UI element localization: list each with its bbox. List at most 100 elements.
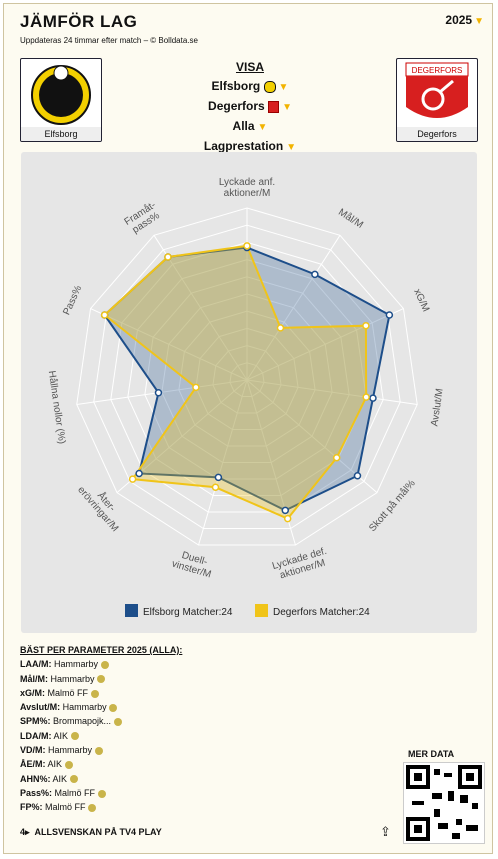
visa-team2: Degerfors [208,99,265,113]
grid-ring [229,362,265,398]
degerfors-logo-text: DEGERFORS [412,66,463,75]
tv4-logo-icon: 4▸ [20,827,30,837]
share-icon[interactable]: ⇪ [380,824,391,839]
data-point [154,388,163,397]
grid-ring [144,276,350,480]
grid-ring [161,293,333,464]
best-item-label: Pass%: [20,787,53,798]
data-point [362,321,370,330]
data-point [164,253,172,261]
best-item-team: Hammarby [51,659,101,670]
data-point [128,475,137,483]
visa-team1-selector[interactable]: Elfsborg ▼ [150,77,350,97]
best-heading: BÄST PER PARAMETER 2025 (ALLA): [20,645,183,655]
series-area [103,244,368,520]
chevron-down-icon: ▼ [282,102,292,113]
qr-code[interactable] [403,762,485,844]
data-point [211,483,220,492]
best-item-team: Malmö FF [45,687,91,698]
data-point [281,506,290,515]
data-point [243,242,251,250]
best-item: FP%: Malmö FF [20,800,182,814]
team-badge-icon [109,703,118,712]
page-title: JÄMFÖR LAG [20,12,138,31]
footer-link[interactable]: 4▸ ALLSVENSKAN PÅ TV4 PLAY [20,827,162,838]
data-point [100,311,109,319]
axis-label: Lyckade def.aktioner/M [271,546,331,583]
team-badge-icon [100,660,109,669]
best-item-team: Hammarby [45,745,95,756]
degerfors-badge-icon [268,100,280,113]
radar-chart: Lyckade anf. aktioner/M Mål/M xG/M Avslut/M S… [46,177,446,618]
team-badge-icon [64,761,73,769]
data-point [276,324,285,332]
page-subtitle: Uppdateras 24 timmar efter match – © Bol… [20,36,198,45]
team-card-right[interactable]: DEGERFORS Degerfors [396,58,478,142]
data-point [311,270,319,279]
axis-label: Duell-vinster/M [170,548,215,581]
data-point [192,383,200,392]
axis-label: Pass% [61,284,84,317]
team-card-left[interactable]: Elfsborg [20,58,102,142]
grid-spoke [246,379,418,405]
best-item-label: AHN%: [20,773,51,784]
data-point [214,473,223,482]
axis-label: Hållna nollor (%) [46,370,68,445]
best-item: AHN%: AIK [20,772,182,786]
grid-ring [127,259,367,497]
best-item-team: Malmö FF [52,787,98,798]
best-item: Avslut/M: Hammarby [20,700,182,714]
axis-label: Mål/M [336,206,365,231]
chevron-down-icon: ▼ [278,82,289,93]
team-name-left: Elfsborg [21,127,101,141]
data-point [135,469,143,478]
grid-ring [178,310,316,447]
data-point [369,394,377,402]
best-item: LDA/M: AIK [20,729,182,743]
axis-label: Skott på mål% [366,477,417,534]
best-list: BÄST PER PARAMETER 2025 (ALLA): LAA/M: H… [20,643,182,815]
best-item-team: AIK [51,730,71,741]
grid-spoke [246,235,341,381]
best-item-team: Brommapojk... [50,716,114,727]
legend-label: Degerfors Matcher:24 [273,607,370,618]
best-items: LAA/M: Hammarby Mål/M: Hammarby xG/M: Ma… [20,657,182,814]
visa-mode-selector[interactable]: Lagprestation ▼ [150,137,350,157]
best-item-team: AIK [50,773,70,784]
year-selector[interactable]: 2025 ▼ [445,13,484,27]
best-item-team: Hammarby [60,702,110,713]
grid-ring [110,241,384,513]
data-point [283,514,292,523]
team-badge-icon [70,732,79,741]
visa-team2-selector[interactable]: Degerfors ▼ [150,97,350,117]
team-badge-icon [69,775,78,784]
best-item-label: LAA/M: [20,659,52,670]
more-data-label: MER DATA [408,749,455,759]
grid-ring [76,207,418,546]
chart-area: Lyckade anf. aktioner/M Mål/M xG/M Avslut/M S… [21,152,477,633]
grid-spoke [198,379,248,546]
best-item-label: ÅE/M: [20,759,46,770]
best-item: ÅE/M: AIK [20,757,182,771]
best-item-label: LDA/M: [20,730,52,741]
data-point [332,453,341,462]
team-badge-icon [113,718,122,727]
grid-ring [212,345,282,414]
best-item-team: Hammarby [48,673,98,684]
data-point [362,393,370,401]
grid-ring [195,327,299,431]
best-item-label: xG/M: [20,687,46,698]
year-value: 2025 [445,13,473,27]
visa-filter-selector[interactable]: Alla ▼ [150,117,350,137]
best-item-team: Malmö FF [42,802,89,813]
best-item-label: Avslut/M: [20,702,61,713]
data-point [385,311,394,319]
chevron-down-icon: ▼ [474,16,484,27]
visa-team1: Elfsborg [211,79,261,93]
elfsborg-badge-icon [263,80,276,93]
data-point [353,471,362,480]
team-badge-icon [97,675,106,684]
axis-label: Framåt-pass% [122,199,164,237]
elfsborg-logo [31,65,91,125]
axis-label: Lyckade anf. aktioner/M [219,177,275,199]
